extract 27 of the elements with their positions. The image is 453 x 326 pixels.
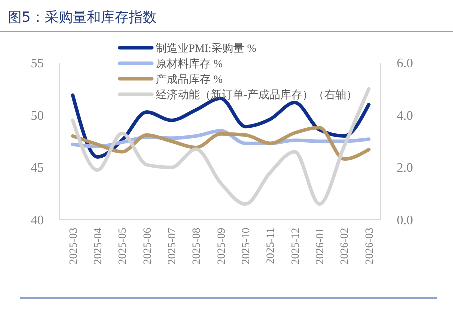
x-tick-label: 2025-07 (166, 228, 179, 265)
x-tick-label: 2025-05 (117, 228, 130, 265)
y2-tick-label: 2.0 (397, 160, 414, 176)
y-tick-label: 45 (31, 160, 44, 176)
x-tick-label: 2025-08 (191, 228, 204, 265)
x-tick-label: 2025-09 (216, 228, 228, 265)
legend-label: 原材料库存 % (156, 57, 223, 70)
y-tick-label: 55 (31, 56, 44, 71)
chart-title: 图5：采购量和库存指数 (8, 10, 157, 26)
y-tick-label: 50 (31, 108, 44, 123)
x-tick-label: 2025-04 (92, 228, 105, 265)
y2-tick-label: 0.0 (397, 212, 414, 228)
y2-tick-label: 6.0 (397, 56, 414, 71)
x-tick-label: 2025-12 (290, 228, 302, 265)
x-tick-label: 2025-11 (265, 228, 278, 264)
x-tick-label: 2026-01 (314, 228, 327, 265)
line-series (71, 126, 371, 162)
y-tick-label: 40 (31, 212, 44, 228)
legend-label: 产成品库存 % (156, 72, 223, 86)
x-tick-label: 2026-02 (339, 228, 352, 265)
line-series (71, 87, 371, 206)
x-tick-label: 2025-03 (68, 228, 80, 265)
x-tick-label: 2025-10 (240, 228, 253, 265)
x-tick-label: 2026-03 (364, 228, 376, 265)
y2-tick-label: 4.0 (397, 108, 414, 123)
x-tick-label: 2025-06 (142, 228, 154, 265)
legend-label: 制造业PMI:采购量 % (156, 42, 257, 55)
